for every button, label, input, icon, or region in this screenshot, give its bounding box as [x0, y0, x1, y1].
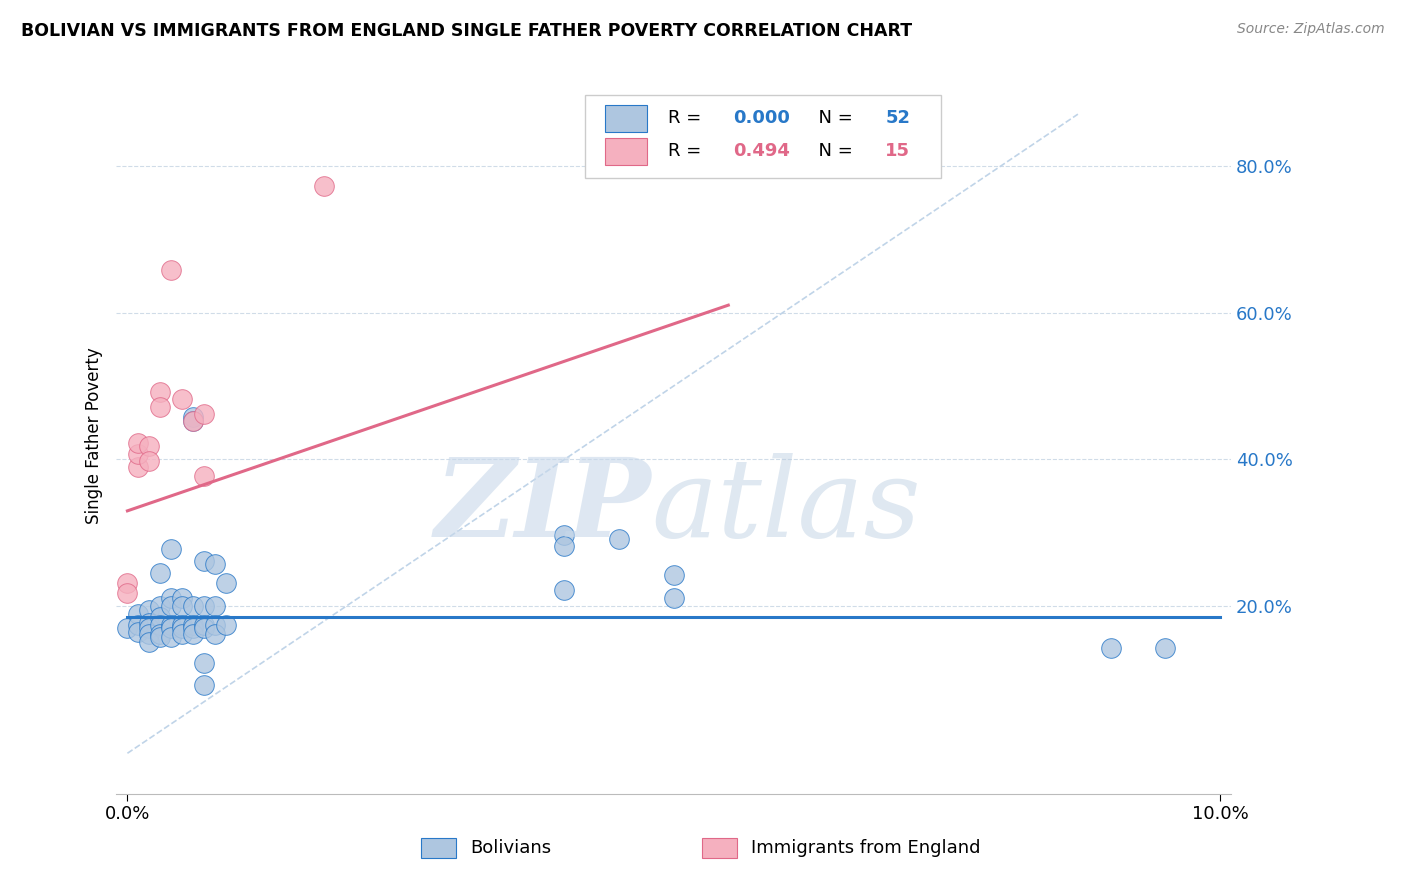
Point [160, 599, 183, 614]
FancyBboxPatch shape [605, 137, 647, 165]
Point [149, 626, 172, 640]
Point [553, 583, 575, 598]
Point [181, 626, 204, 640]
Text: 15: 15 [886, 142, 911, 161]
Text: Source: ZipAtlas.com: Source: ZipAtlas.com [1237, 22, 1385, 37]
Point [170, 621, 193, 635]
Point [193, 554, 215, 568]
Text: 0.494: 0.494 [733, 142, 790, 161]
Point [662, 591, 685, 605]
Point [149, 617, 172, 632]
Point [170, 626, 193, 640]
Point [204, 599, 226, 614]
Point [160, 621, 183, 635]
Point [204, 557, 226, 571]
Point [160, 617, 183, 632]
Point [215, 617, 238, 632]
Text: 52: 52 [886, 109, 911, 128]
Text: Bolivians: Bolivians [470, 838, 551, 856]
Point [149, 599, 172, 614]
Point [117, 621, 139, 635]
Text: 0.000: 0.000 [733, 109, 790, 128]
Point [117, 575, 139, 590]
Text: R =: R = [668, 142, 707, 161]
Point [181, 414, 204, 428]
FancyBboxPatch shape [605, 104, 647, 132]
Point [170, 599, 193, 614]
Text: N =: N = [807, 142, 859, 161]
Point [149, 610, 172, 624]
Point [117, 586, 139, 600]
Point [193, 599, 215, 614]
Point [149, 630, 172, 644]
Point [149, 384, 172, 399]
Point [181, 617, 204, 632]
Point [553, 528, 575, 542]
Point [127, 436, 149, 450]
Text: Immigrants from England: Immigrants from England [751, 838, 980, 856]
Point [181, 599, 204, 614]
Point [170, 617, 193, 632]
Point [127, 625, 149, 640]
Point [170, 591, 193, 605]
Text: R =: R = [668, 109, 707, 128]
Point [1154, 641, 1177, 656]
Point [662, 568, 685, 582]
Text: BOLIVIAN VS IMMIGRANTS FROM ENGLAND SINGLE FATHER POVERTY CORRELATION CHART: BOLIVIAN VS IMMIGRANTS FROM ENGLAND SING… [21, 22, 912, 40]
Point [160, 630, 183, 644]
Point [127, 446, 149, 460]
Point [127, 617, 149, 632]
Point [193, 621, 215, 635]
Point [170, 392, 193, 407]
Point [204, 617, 226, 632]
Point [138, 615, 160, 630]
Point [193, 468, 215, 483]
Point [149, 400, 172, 414]
Text: N =: N = [807, 109, 859, 128]
Point [607, 532, 630, 546]
Point [193, 617, 215, 632]
FancyBboxPatch shape [585, 95, 941, 178]
Point [193, 656, 215, 670]
Point [193, 407, 215, 421]
Point [138, 634, 160, 648]
Point [138, 439, 160, 453]
Point [1099, 641, 1122, 656]
Point [160, 591, 183, 605]
Point [149, 566, 172, 581]
Point [127, 607, 149, 621]
Text: ZIP: ZIP [434, 453, 651, 561]
Point [160, 263, 183, 277]
Point [160, 542, 183, 557]
Point [181, 409, 204, 424]
Point [312, 179, 335, 194]
Point [181, 621, 204, 635]
Point [553, 539, 575, 553]
Y-axis label: Single Father Poverty: Single Father Poverty [86, 347, 103, 524]
Point [138, 603, 160, 617]
Point [215, 575, 238, 590]
Point [193, 678, 215, 692]
Point [181, 414, 204, 428]
Point [127, 459, 149, 474]
Point [204, 626, 226, 640]
Text: atlas: atlas [651, 453, 921, 561]
Point [138, 626, 160, 640]
Point [138, 454, 160, 468]
Point [138, 621, 160, 635]
